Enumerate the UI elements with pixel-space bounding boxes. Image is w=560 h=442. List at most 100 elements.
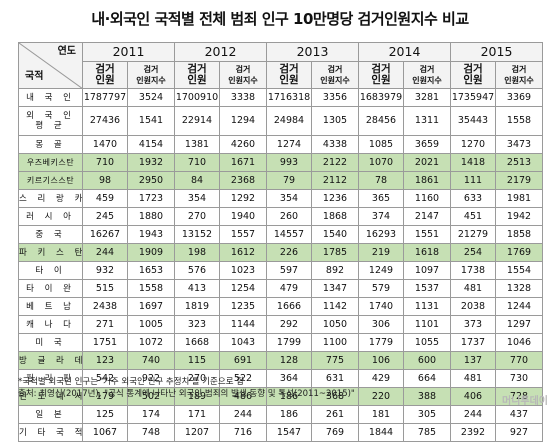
arrests-cell: 16267 (82, 225, 128, 244)
arrest-index-cell: 1942 (495, 207, 543, 226)
arrest-index-cell: 305 (403, 405, 451, 424)
sub-header-arrests: 검거 인원 (174, 61, 220, 89)
table-row: 러 시 아 245 1880 270 1940 260 1868 374 2147 451 1942 (18, 207, 543, 226)
crime-index-table: 연도 국적 2011 2012 2013 2014 2015 검거 인원 검거 인원지… (18, 42, 543, 442)
arrests-cell: 993 (266, 153, 312, 172)
table-row: 필 리 핀 542 922 270 522 364 631 429 664 481 730 (18, 369, 543, 388)
arrests-cell: 451 (450, 207, 496, 226)
arrests-cell: 1274 (266, 135, 312, 154)
arrests-cell: 2438 (82, 297, 128, 316)
arrest-index-cell: 1144 (219, 315, 267, 334)
arrests-cell: 1787797 (82, 88, 128, 107)
diagonal-line (19, 43, 82, 88)
arrest-index-cell: 1347 (311, 279, 359, 298)
arrests-cell: 111 (450, 171, 496, 190)
nationality-cell: 타 이 완 (18, 279, 83, 298)
arrest-index-cell: 1785 (311, 243, 359, 262)
arrests-cell: 14557 (266, 225, 312, 244)
sub-header-arrest-index: 검거 인원지수 (127, 61, 175, 89)
arrest-index-cell: 1305 (311, 106, 359, 136)
year-header: 2013 (266, 42, 359, 62)
arrests-cell: 1779 (358, 333, 404, 352)
nationality-cell: 몽 골 (18, 135, 83, 154)
arrests-cell: 1070 (358, 153, 404, 172)
nationality-cell: 스 리 랑 카 (18, 189, 83, 208)
arrests-cell: 710 (82, 153, 128, 172)
arrest-index-cell: 1537 (403, 279, 451, 298)
arrests-cell: 597 (266, 261, 312, 280)
arrests-cell: 292 (266, 315, 312, 334)
arrest-index-cell: 2513 (495, 153, 543, 172)
arrest-index-cell: 1769 (495, 243, 543, 262)
footnote-population: *국적별 외국인 인구는 '거주 외국인 인구 추정치'를 기준으로 함 (18, 377, 245, 387)
arrests-cell: 35443 (450, 106, 496, 136)
arrests-cell: 1737 (450, 333, 496, 352)
arrest-index-cell: 1292 (219, 189, 267, 208)
arrest-index-cell: 2147 (403, 207, 451, 226)
arrests-cell: 186 (266, 405, 312, 424)
table-row: 캐 나 다 271 1005 323 1144 292 1050 306 1101 373 1297 (18, 315, 543, 334)
nationality-cell: 기 타 국 적 (18, 423, 83, 442)
nationality-cell: 러 시 아 (18, 207, 83, 226)
arrest-index-cell: 2368 (219, 171, 267, 190)
arrest-index-cell: 716 (219, 423, 267, 442)
arrests-cell: 1738 (450, 261, 496, 280)
nationality-cell: 내 국 인 (18, 88, 83, 107)
arrests-cell: 576 (174, 261, 220, 280)
arrests-cell: 1819 (174, 297, 220, 316)
corner-year-label: 연도 (57, 46, 76, 57)
arrests-cell: 106 (358, 351, 404, 370)
arrests-cell: 115 (174, 351, 220, 370)
arrests-cell: 254 (450, 243, 496, 262)
arrest-index-cell: 4338 (311, 135, 359, 154)
table-row: 중 국 16267 1943 13152 1557 14557 1540 16293 1551 2… (18, 225, 543, 244)
arrests-cell: 1207 (174, 423, 220, 442)
arrest-index-cell: 3524 (127, 88, 175, 107)
year-header-row: 연도 국적 2011 2012 2013 2014 2015 (18, 42, 543, 89)
arrest-index-cell: 1101 (403, 315, 451, 334)
table-row: 인 도 네 시 아179502189486186368220388406728 (18, 387, 543, 406)
nationality-cell: 방 글 라 데 시 (18, 351, 83, 370)
arrests-cell: 365 (358, 189, 404, 208)
table-row: 몽 골 1470 4154 1381 4260 1274 4338 1085 3659 1270 3… (18, 135, 543, 154)
arrests-cell: 323 (174, 315, 220, 334)
arrest-index-cell: 1940 (219, 207, 267, 226)
table-row: 키르기스스탄 98 2950 84 2368 79 2112 78 1861 111 2179 (18, 171, 543, 190)
arrest-index-cell: 728 (495, 387, 543, 406)
sub-header-arrests: 검거 인원 (82, 61, 128, 89)
arrests-cell: 27436 (82, 106, 128, 136)
page-title: 내·외국인 국적별 전체 범죄 인구 10만명당 검거인원지수 비교 (91, 10, 469, 28)
arrest-index-cell: 2122 (311, 153, 359, 172)
arrest-index-cell: 388 (403, 387, 451, 406)
arrests-cell: 260 (266, 207, 312, 226)
arrests-cell: 181 (358, 405, 404, 424)
arrest-index-cell: 4260 (219, 135, 267, 154)
arrests-cell: 459 (82, 189, 128, 208)
arrest-index-cell: 1160 (403, 189, 451, 208)
arrest-index-cell: 244 (219, 405, 267, 424)
arrest-index-cell: 664 (403, 369, 451, 388)
arrest-index-cell: 1050 (311, 315, 359, 334)
arrest-index-cell: 1558 (127, 279, 175, 298)
arrest-index-cell: 1244 (495, 297, 543, 316)
arrest-index-cell: 1861 (403, 171, 451, 190)
arrests-cell: 1668 (174, 333, 220, 352)
arrest-index-cell: 502 (127, 387, 175, 406)
arrest-index-cell: 1671 (219, 153, 267, 172)
arrests-cell: 1249 (358, 261, 404, 280)
arrest-index-cell: 1858 (495, 225, 543, 244)
arrest-index-cell: 730 (495, 369, 543, 388)
table-row: 스 리 랑 카 459 1723 354 1292 354 1236 365 1160 633 19… (18, 189, 543, 208)
arrests-cell: 479 (266, 279, 312, 298)
arrests-cell: 1381 (174, 135, 220, 154)
arrests-cell: 429 (358, 369, 404, 388)
table-row: 베 트 남 2438 1697 1819 1235 1666 1142 1740 1131 203… (18, 297, 543, 316)
arrests-cell: 245 (82, 207, 128, 226)
arrests-cell: 306 (358, 315, 404, 334)
arrest-index-cell: 1236 (311, 189, 359, 208)
nationality-cell: 베 트 남 (18, 297, 83, 316)
arrest-index-cell: 748 (127, 423, 175, 442)
table-row: 우즈베키스탄 710 1932 710 1671 993 2122 1070 2021 1418 2… (18, 153, 543, 172)
table-row: 파 키 스 탄 244 1909 198 1612 226 1785 219 1618 254 17… (18, 243, 543, 262)
year-header: 2012 (174, 42, 267, 62)
